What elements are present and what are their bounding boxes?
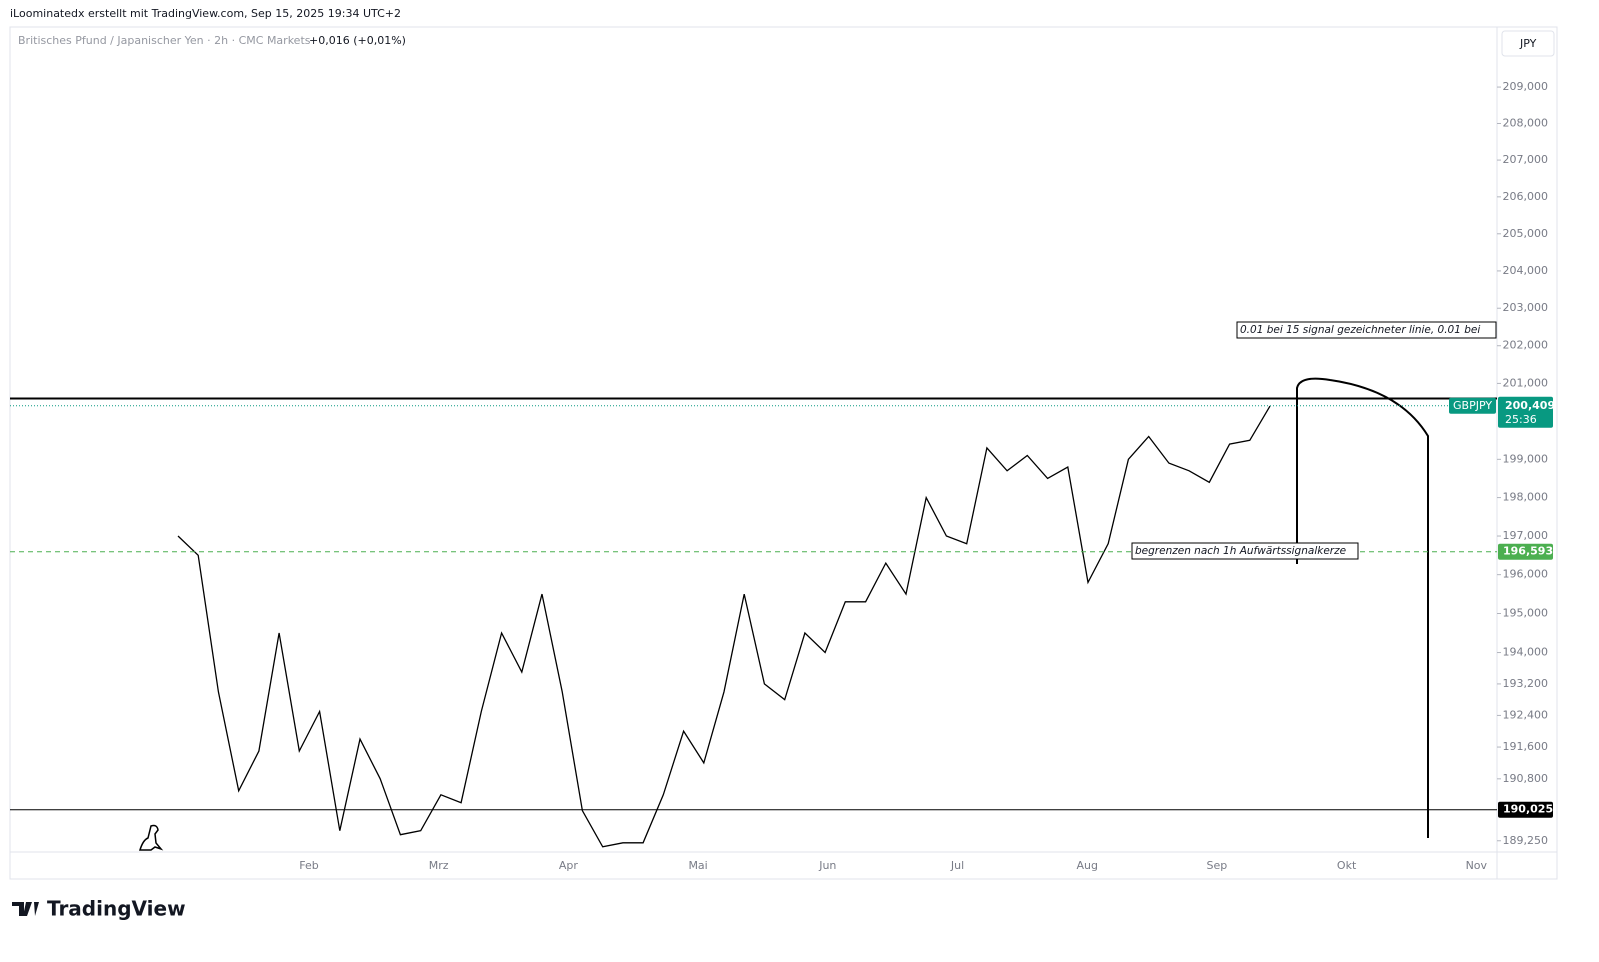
icon: [138, 824, 164, 851]
x-tick-label: Apr: [559, 859, 579, 872]
price-tag: [1498, 396, 1553, 428]
x-tick-label: Okt: [1337, 859, 1357, 872]
y-tick-label: 198,000: [1503, 491, 1549, 504]
annotation: 0.01 bei 15 signal gezeichneter linie, 0…: [1240, 324, 1480, 336]
y-tick-label: 196,000: [1503, 568, 1549, 581]
y-tick-label: 193,200: [1503, 677, 1549, 690]
annotation-box: [1131, 542, 1359, 560]
annotation: begrenzen nach 1h Aufwärtssignalkerze: [1135, 545, 1346, 557]
x-tick-label: Mai: [688, 859, 707, 872]
level-label: 190,025: [1503, 803, 1553, 816]
price-line: [177, 405, 1271, 848]
symbol-label: GBPJPY: [1453, 399, 1492, 412]
y-tick-label: 206,000: [1503, 190, 1549, 203]
level-label: 196,593: [1503, 545, 1553, 558]
frame: [9, 26, 1558, 880]
y-tick-label: 191,600: [1503, 740, 1549, 753]
symbol-tag: [1449, 397, 1496, 414]
brand: TradingView: [47, 897, 186, 921]
y-tick-label: 189,250: [1503, 834, 1549, 847]
y-tick-label: 195,000: [1503, 607, 1549, 620]
y-tick-label: 204,000: [1503, 264, 1549, 277]
y-tick-label: 194,000: [1503, 646, 1549, 659]
logo-mark: [12, 902, 39, 916]
y-tick-label: 192,400: [1503, 708, 1549, 721]
chart-title: Britisches Pfund / Japanischer Yen · 2h …: [18, 34, 311, 47]
x-tick-label: Feb: [299, 859, 318, 872]
y-tick-label: 209,000: [1503, 80, 1549, 93]
x-tick-label: Aug: [1076, 859, 1097, 872]
level-tag: [1498, 543, 1553, 560]
y-tick-label: 201,000: [1503, 376, 1549, 389]
price-label: 200,409: [1505, 399, 1555, 412]
y-tick-label: 208,000: [1503, 116, 1549, 129]
change: +0,016 (+0,01%): [309, 34, 406, 47]
y-tick-label: 197,000: [1503, 529, 1549, 542]
x-tick-label: Jun: [818, 859, 836, 872]
y-tick-label: 202,000: [1503, 339, 1549, 352]
x-tick-label: Sep: [1207, 859, 1228, 872]
x-tick-label: Jul: [950, 859, 964, 872]
y-tick-label: 190,800: [1503, 772, 1549, 785]
y-tick-label: 207,000: [1503, 153, 1549, 166]
y-tick-label: 199,000: [1503, 452, 1549, 465]
drawing: [1296, 377, 1429, 838]
level-tag: [1498, 801, 1553, 818]
y-tick-label: 205,000: [1503, 227, 1549, 240]
currency[interactable]: JPY: [1519, 37, 1537, 50]
y-tick-label: 203,000: [1503, 301, 1549, 314]
credit: iLoominatedx erstellt mit TradingView.co…: [10, 7, 401, 20]
currency-box[interactable]: [1501, 30, 1555, 57]
x-tick-label: Nov: [1466, 859, 1488, 872]
x-tick-label: Mrz: [429, 859, 449, 872]
countdown: 25:36: [1505, 413, 1537, 426]
annotation-box: [1236, 321, 1497, 339]
